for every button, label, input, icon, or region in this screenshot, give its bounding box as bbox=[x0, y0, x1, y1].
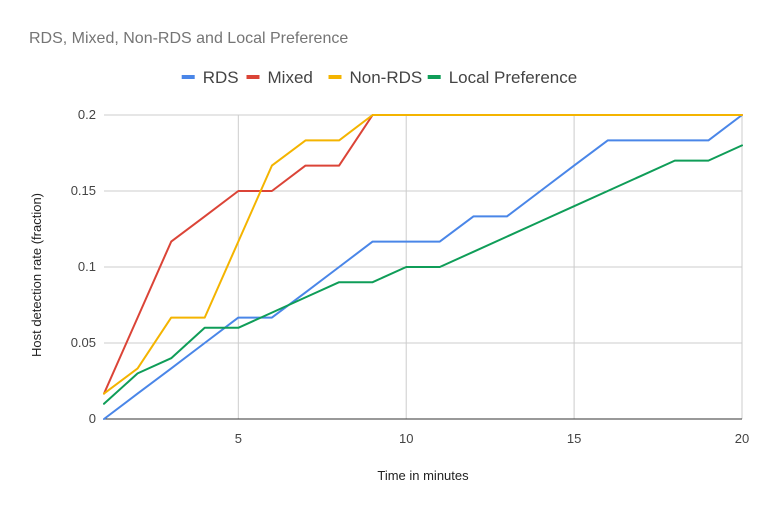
series-line-mixed bbox=[103, 114, 743, 395]
y-tick-label: 0.05 bbox=[71, 335, 96, 350]
series-line-non-rds bbox=[103, 114, 743, 395]
x-tick-label: 15 bbox=[567, 431, 581, 446]
legend-swatch-mixed bbox=[246, 75, 260, 79]
y-tick-label: 0 bbox=[89, 411, 96, 426]
y-axis-ticks: 0 0.05 0.1 0.15 0.2 bbox=[71, 107, 96, 426]
series-line-rds bbox=[103, 114, 743, 420]
legend-swatch-local-preference bbox=[427, 75, 441, 79]
series-lines bbox=[103, 114, 743, 420]
legend-label-mixed: Mixed bbox=[268, 68, 313, 87]
y-tick-label: 0.1 bbox=[78, 259, 96, 274]
x-tick-label: 10 bbox=[399, 431, 413, 446]
x-axis-label: Time in minutes bbox=[377, 468, 469, 483]
legend-label-non-rds: Non-RDS bbox=[350, 68, 423, 87]
series-line-local-preference bbox=[103, 144, 743, 405]
chart-title: RDS, Mixed, Non-RDS and Local Preference bbox=[29, 30, 348, 47]
legend-label-local-preference: Local Preference bbox=[449, 68, 578, 87]
y-tick-label: 0.15 bbox=[71, 183, 96, 198]
legend-swatch-rds bbox=[181, 75, 195, 79]
y-axis-label: Host detection rate (fraction) bbox=[29, 193, 44, 357]
legend: RDS Mixed Non-RDS Local Preference bbox=[181, 68, 578, 87]
y-tick-label: 0.2 bbox=[78, 107, 96, 122]
legend-label-rds: RDS bbox=[203, 68, 239, 87]
legend-swatch-non-rds bbox=[328, 75, 342, 79]
x-tick-label: 20 bbox=[735, 431, 749, 446]
x-axis-ticks: 5 10 15 20 bbox=[235, 431, 750, 446]
x-tick-label: 5 bbox=[235, 431, 242, 446]
